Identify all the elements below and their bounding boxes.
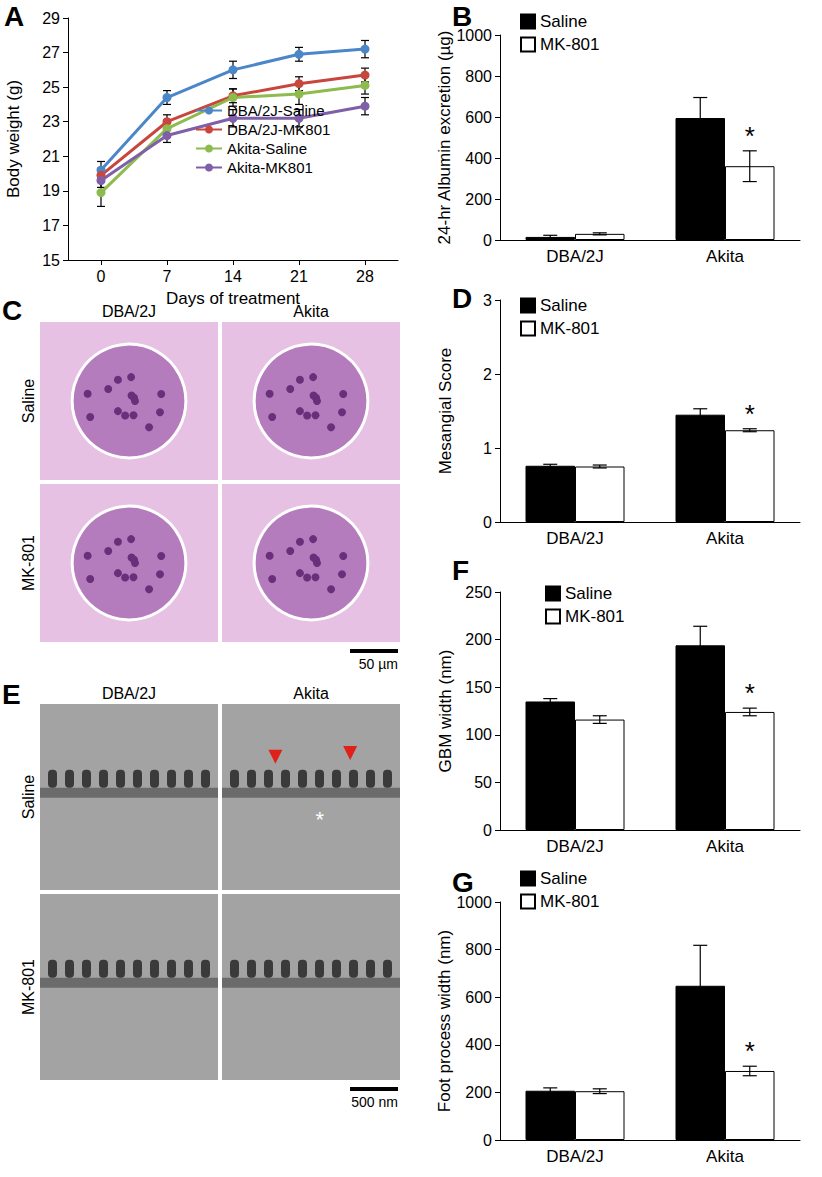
svg-text:MK-801: MK-801 (20, 535, 37, 591)
svg-text:Days of treatment: Days of treatment (166, 289, 300, 308)
svg-text:24-hr Albumin excretion (µg): 24-hr Albumin excretion (µg) (435, 31, 454, 245)
svg-text:15: 15 (42, 252, 60, 269)
svg-text:19: 19 (42, 182, 60, 199)
svg-text:600: 600 (465, 989, 492, 1006)
svg-text:Akita: Akita (706, 837, 744, 856)
svg-text:200: 200 (465, 191, 492, 208)
svg-text:250: 250 (465, 584, 492, 601)
svg-text:DBA/2J-Saline: DBA/2J-Saline (227, 102, 325, 119)
svg-text:200: 200 (465, 631, 492, 648)
svg-text:100: 100 (465, 726, 492, 743)
svg-text:1: 1 (483, 440, 492, 457)
svg-text:Akita: Akita (706, 247, 744, 266)
svg-text:*: * (745, 678, 755, 708)
svg-text:Saline: Saline (565, 584, 612, 603)
svg-text:23: 23 (42, 113, 60, 130)
svg-text:400: 400 (465, 1036, 492, 1053)
svg-text:Saline: Saline (20, 379, 37, 424)
svg-text:DBA/2J: DBA/2J (102, 685, 156, 702)
svg-text:400: 400 (465, 150, 492, 167)
svg-text:2: 2 (483, 366, 492, 383)
svg-text:0: 0 (483, 822, 492, 839)
svg-text:Akita: Akita (293, 685, 329, 702)
svg-text:GBM width (nm): GBM width (nm) (436, 650, 455, 773)
svg-text:*: * (745, 121, 755, 151)
svg-text:E: E (2, 679, 21, 710)
svg-text:A: A (4, 1, 24, 32)
svg-text:DBA/2J: DBA/2J (546, 837, 604, 856)
svg-text:Akita: Akita (706, 529, 744, 548)
svg-text:DBA/2J: DBA/2J (546, 529, 604, 548)
svg-text:0: 0 (97, 268, 106, 285)
svg-text:F: F (452, 555, 469, 586)
svg-text:Saline: Saline (540, 296, 587, 315)
svg-text:3: 3 (483, 292, 492, 309)
svg-text:Foot process width (nm): Foot process width (nm) (435, 930, 454, 1112)
svg-text:0: 0 (483, 514, 492, 531)
svg-text:1000: 1000 (456, 27, 492, 44)
svg-text:C: C (2, 295, 22, 326)
svg-text:17: 17 (42, 217, 60, 234)
svg-text:Akita: Akita (293, 302, 329, 320)
svg-text:25: 25 (42, 79, 60, 96)
svg-text:G: G (452, 866, 474, 898)
svg-text:MK-801: MK-801 (565, 607, 625, 626)
svg-text:28: 28 (356, 268, 374, 285)
svg-text:21: 21 (42, 148, 60, 165)
svg-text:50: 50 (474, 774, 492, 791)
svg-text:Akita: Akita (706, 1147, 744, 1166)
svg-text:150: 150 (465, 679, 492, 696)
svg-text:29: 29 (42, 10, 60, 27)
svg-text:27: 27 (42, 44, 60, 61)
svg-text:DBA/2J: DBA/2J (102, 303, 156, 320)
svg-text:Body weight (g): Body weight (g) (4, 80, 23, 198)
svg-text:200: 200 (465, 1084, 492, 1101)
svg-text:Akita-Saline: Akita-Saline (227, 140, 307, 157)
svg-text:D: D (452, 283, 472, 314)
svg-text:Mesangial Score: Mesangial Score (436, 348, 455, 475)
svg-text:Saline: Saline (540, 12, 587, 31)
svg-text:7: 7 (163, 268, 172, 285)
svg-text:Saline: Saline (20, 775, 37, 820)
svg-text:1000: 1000 (456, 894, 492, 911)
svg-text:500 nm: 500 nm (351, 1094, 398, 1110)
svg-text:Akita-MK801: Akita-MK801 (227, 159, 313, 176)
svg-text:DBA/2J: DBA/2J (546, 247, 604, 266)
svg-text:DBA/2J: DBA/2J (546, 1147, 604, 1166)
svg-text:0: 0 (483, 232, 492, 249)
svg-text:MK-801: MK-801 (20, 959, 37, 1015)
svg-text:MK-801: MK-801 (540, 892, 600, 911)
svg-text:MK-801: MK-801 (540, 35, 600, 54)
svg-text:50 µm: 50 µm (359, 656, 398, 672)
svg-text:800: 800 (465, 68, 492, 85)
svg-text:*: * (316, 807, 325, 832)
svg-text:0: 0 (483, 1132, 492, 1149)
svg-text:800: 800 (465, 941, 492, 958)
svg-text:21: 21 (290, 268, 308, 285)
svg-text:600: 600 (465, 109, 492, 126)
svg-text:*: * (745, 399, 755, 429)
svg-text:B: B (452, 0, 473, 32)
svg-text:*: * (745, 1036, 755, 1066)
svg-text:MK-801: MK-801 (540, 319, 600, 338)
svg-text:DBA/2J-MK801: DBA/2J-MK801 (227, 121, 330, 138)
svg-text:Saline: Saline (540, 869, 587, 888)
svg-text:14: 14 (224, 268, 242, 285)
